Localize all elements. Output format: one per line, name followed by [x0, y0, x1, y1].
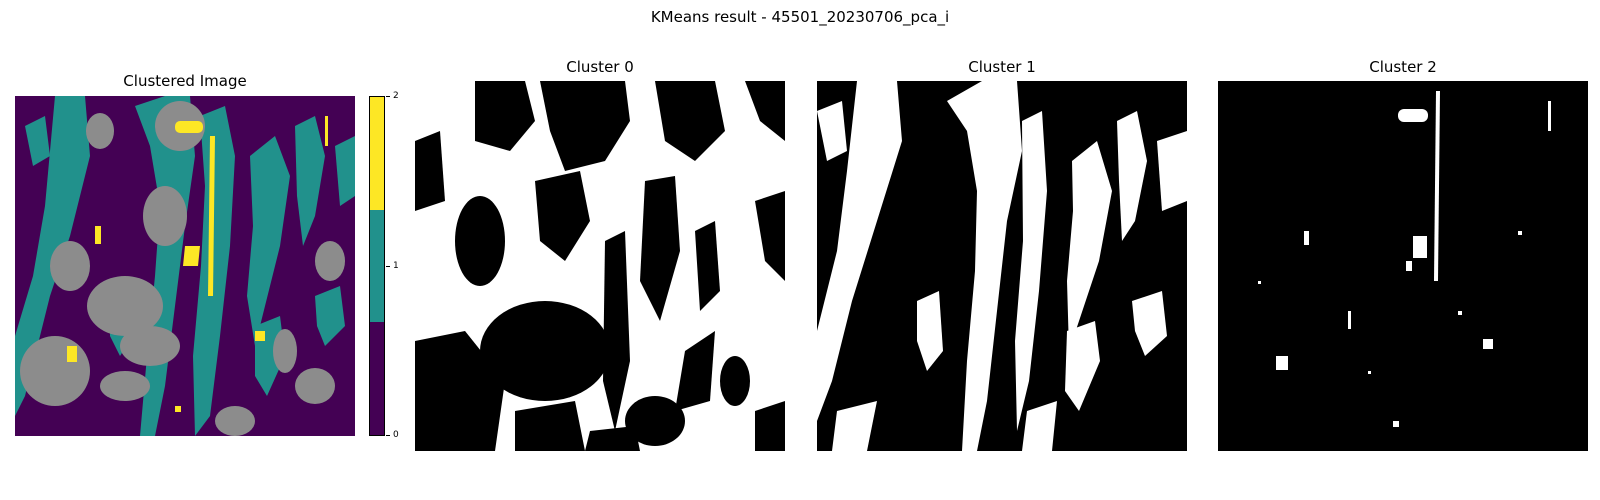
cluster-0-mask-svg: [415, 81, 785, 451]
cluster-2-title: Cluster 2: [1369, 58, 1437, 76]
clustered-image-title: Clustered Image: [123, 72, 247, 90]
cluster-1-mask-svg: [817, 81, 1187, 451]
cluster-1-title: Cluster 1: [968, 58, 1036, 76]
colorbar-ticklabel-2: 2: [393, 91, 399, 101]
clustered-image: [15, 96, 355, 436]
cluster-2-mask-svg: [1218, 81, 1588, 451]
colorbar-ticklabel-0: 0: [393, 430, 399, 440]
colorbar-segment-1: [370, 209, 384, 323]
clustered-image-svg: [15, 96, 355, 436]
cluster-1-mask: [817, 81, 1187, 451]
colorbar-tick-2: [386, 96, 390, 97]
cluster-0-mask: [415, 81, 785, 451]
colorbar: [369, 96, 385, 436]
figure-suptitle: KMeans result - 45501_20230706_pca_i: [650, 8, 950, 26]
cluster-2-mask: [1218, 81, 1588, 451]
colorbar-segment-2: [370, 97, 384, 210]
colorbar-segment-0: [370, 322, 384, 436]
colorbar-tick-0: [386, 435, 390, 436]
colorbar-ticklabel-1: 1: [393, 261, 399, 271]
cluster-0-title: Cluster 0: [566, 58, 634, 76]
colorbar-tick-1: [386, 266, 390, 267]
